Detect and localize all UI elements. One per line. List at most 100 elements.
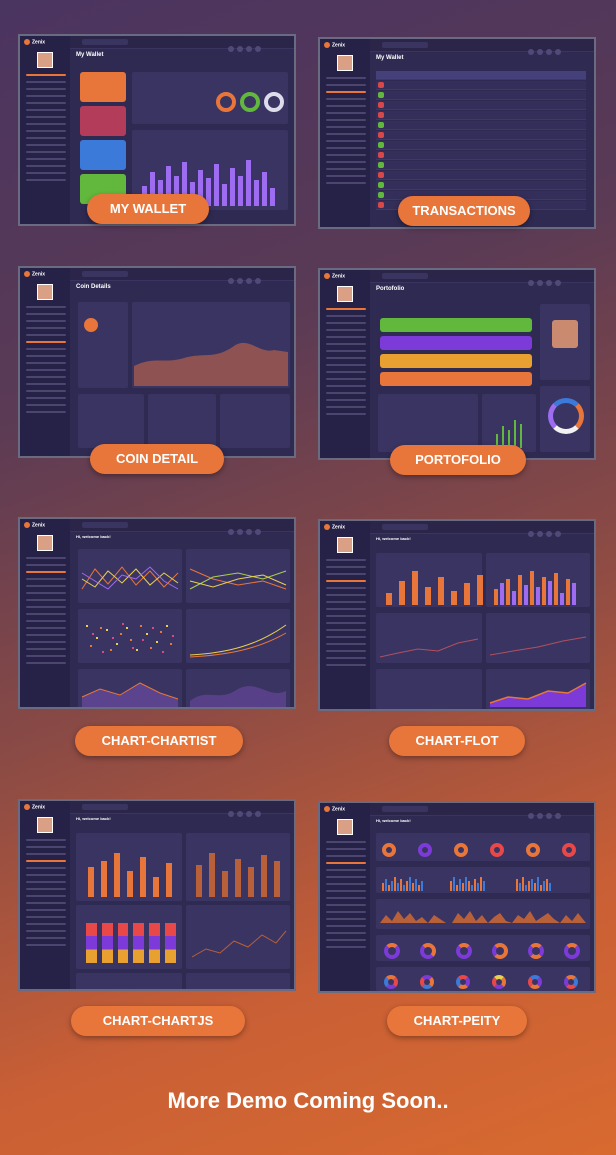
logo-icon	[24, 522, 30, 528]
demo-thumbnail-chart-flot[interactable]: Zenix Hi, welcome back!	[318, 519, 596, 711]
avatar	[337, 286, 353, 302]
peity-pie	[528, 943, 544, 959]
table-row[interactable]	[376, 81, 586, 90]
page-title: Hi, welcome back!	[76, 534, 111, 539]
peity-bar-chart	[450, 877, 485, 891]
search-input[interactable]	[382, 42, 428, 48]
table-row[interactable]	[376, 181, 586, 190]
demo-label-chart-chartjs[interactable]: CHART-CHARTJS	[71, 1006, 245, 1036]
page-title: My Wallet	[76, 52, 104, 58]
table-row[interactable]	[376, 171, 586, 180]
sidebar-nav	[326, 77, 366, 189]
peity-donut	[456, 975, 470, 989]
quick-trade-panel	[78, 394, 144, 448]
activity-bars	[496, 418, 522, 448]
demo-label-my-wallet[interactable]: MY WALLET	[87, 194, 209, 224]
stacked-bar-chart	[86, 923, 176, 963]
demo-thumbnail-chart-peity[interactable]: Zenix Hi, welcome back!	[318, 801, 596, 993]
card-details-panel	[132, 72, 288, 124]
demo-label-chart-peity[interactable]: CHART-PEITY	[387, 1006, 527, 1036]
search-input[interactable]	[382, 273, 428, 279]
demo-thumbnail-my-wallet[interactable]: Zenix My Wallet	[18, 34, 296, 226]
chart-panel	[186, 973, 290, 989]
wallet-card[interactable]	[80, 72, 126, 102]
table-row[interactable]	[376, 111, 586, 120]
peity-donut	[454, 843, 468, 857]
line-chart	[489, 636, 587, 656]
peity-pie	[456, 943, 472, 959]
chart-panel	[76, 973, 182, 989]
profile-photo	[552, 320, 578, 348]
wallet-card[interactable]	[80, 106, 126, 136]
header-icons	[528, 524, 588, 537]
search-input[interactable]	[82, 271, 128, 277]
peity-donut	[384, 975, 398, 989]
table-row[interactable]	[376, 161, 586, 170]
demo-thumbnail-transactions[interactable]: Zenix My Wallet	[318, 37, 596, 229]
demo-thumbnail-chart-chartist[interactable]: Zenix Hi, welcome back!	[18, 517, 296, 709]
demo-label-chart-chartist[interactable]: CHART-CHARTIST	[75, 726, 243, 756]
header-icons	[528, 42, 588, 55]
chart-panel	[78, 609, 182, 663]
avatar	[337, 537, 353, 553]
chart-panel	[376, 967, 590, 991]
search-input[interactable]	[382, 806, 428, 812]
table-row[interactable]	[376, 141, 586, 150]
table-row[interactable]	[376, 151, 586, 160]
line-chart	[189, 568, 287, 590]
logo-icon	[24, 271, 30, 277]
search-input[interactable]	[82, 804, 128, 810]
avatar	[337, 819, 353, 835]
table-row[interactable]	[376, 121, 586, 130]
sidebar-nav	[326, 559, 366, 671]
coin-area-chart	[134, 342, 288, 386]
chart-panel	[376, 899, 590, 929]
header-icons	[528, 806, 588, 819]
my-activity-panel	[378, 394, 478, 452]
demo-label-coin-detail[interactable]: COIN DETAIL	[90, 444, 224, 474]
demo-label-chart-flot[interactable]: CHART-FLOT	[389, 726, 525, 756]
demo-thumbnail-coin-detail[interactable]: Zenix Coin Details	[18, 266, 296, 458]
sidebar-nav	[26, 306, 66, 418]
bar-chart	[494, 569, 576, 605]
header-icons	[528, 273, 588, 286]
coin-icon	[84, 318, 98, 332]
chart-panel	[376, 935, 590, 961]
demo-thumbnail-portofolio[interactable]: Zenix Portofolio	[318, 268, 596, 460]
line-chart	[81, 566, 179, 590]
table-row[interactable]	[376, 91, 586, 100]
wallet-card[interactable]	[80, 140, 126, 170]
table-row[interactable]	[376, 131, 586, 140]
coin-holding-bar[interactable]	[380, 354, 532, 368]
peity-bar-chart	[516, 877, 551, 891]
coin-holding-bar[interactable]	[380, 336, 532, 350]
avatar	[337, 55, 353, 71]
search-input[interactable]	[82, 39, 128, 45]
search-input[interactable]	[82, 522, 128, 528]
demo-thumbnail-chart-chartjs[interactable]: Zenix Hi, welcome back!	[18, 799, 296, 991]
coin-holding-bar[interactable]	[380, 372, 532, 386]
table-row[interactable]	[376, 101, 586, 110]
progress-donut	[240, 92, 260, 112]
demo-label-transactions[interactable]: TRANSACTIONS	[398, 196, 530, 226]
demo-label-portofolio[interactable]: PORTOFOLIO	[390, 445, 526, 475]
logo-icon	[324, 524, 330, 530]
brand-logo: Zenix	[324, 273, 345, 279]
area-chart	[81, 682, 179, 707]
table-header	[376, 71, 586, 80]
avatar	[37, 52, 53, 68]
brand-logo: Zenix	[324, 42, 345, 48]
progress-donut	[216, 92, 236, 112]
line-chart	[189, 624, 287, 658]
scatter-chart	[86, 623, 174, 653]
current-graph-donut	[548, 398, 584, 434]
brand-logo: Zenix	[24, 39, 45, 45]
peity-donut	[418, 843, 432, 857]
chart-panel	[186, 905, 290, 969]
coin-holding-bar[interactable]	[380, 318, 532, 332]
search-input[interactable]	[382, 524, 428, 530]
coin-info-panel	[78, 302, 128, 388]
sidebar-nav	[326, 841, 366, 953]
brand-logo: Zenix	[324, 806, 345, 812]
peity-donut	[528, 975, 542, 989]
